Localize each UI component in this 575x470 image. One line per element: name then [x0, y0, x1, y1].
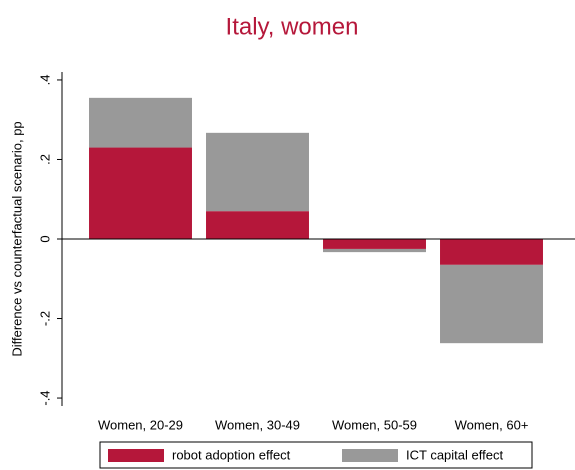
- bar: [323, 239, 426, 249]
- y-tick-label: -.2: [37, 311, 52, 326]
- chart-title: Italy, women: [226, 13, 359, 40]
- legend-box: [99, 441, 533, 469]
- x-tick-label: Women, 30-49: [215, 417, 300, 432]
- bar: [206, 132, 309, 212]
- bar: [440, 239, 543, 265]
- bar: [440, 264, 543, 344]
- x-tick-label: Women, 60+: [455, 417, 529, 432]
- y-tick-label: -.4: [37, 390, 52, 405]
- y-axis-label: Difference vs counterfactual scenario, p…: [9, 121, 24, 356]
- legend-label: robot adoption effect: [172, 447, 291, 462]
- bar: [89, 147, 192, 239]
- y-tick-label: .4: [37, 75, 52, 86]
- legend-swatch: [342, 449, 398, 462]
- bar: [89, 97, 192, 148]
- legend-swatch: [108, 449, 164, 462]
- y-tick-label: .2: [37, 154, 52, 165]
- x-tick-label: Women, 50-59: [332, 417, 417, 432]
- bar: [206, 211, 309, 239]
- legend-label: ICT capital effect: [406, 447, 503, 462]
- y-tick-label: 0: [37, 235, 52, 242]
- x-tick-label: Women, 20-29: [98, 417, 183, 432]
- bar: [323, 248, 426, 253]
